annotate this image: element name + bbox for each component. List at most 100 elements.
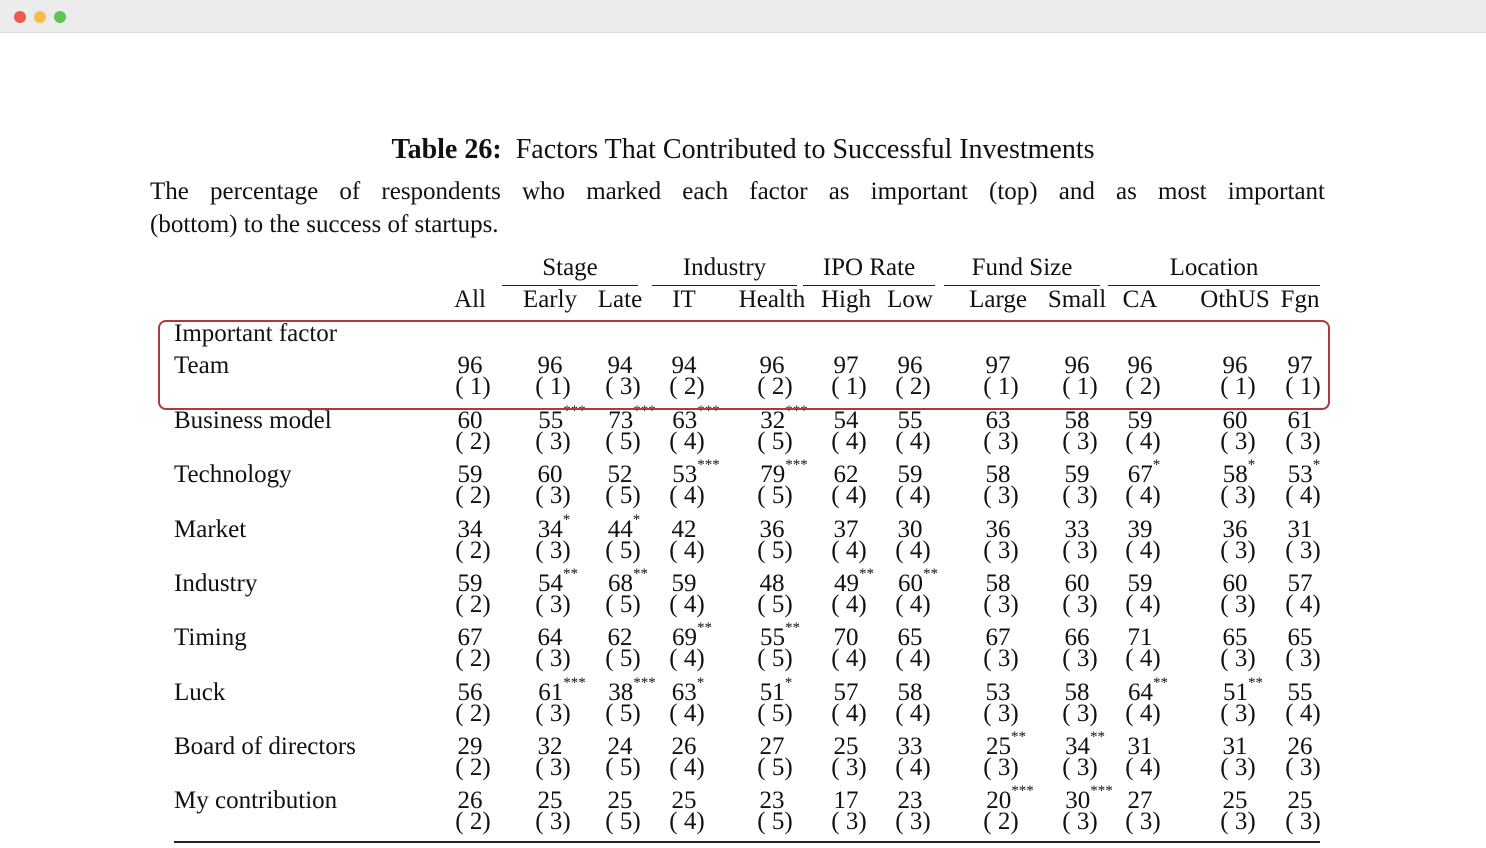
cell-rank: ( 4) [1125,536,1161,564]
cell-rank: ( 3) [535,482,571,510]
cell-rank: ( 4) [1125,753,1161,781]
significance-stars: *** [633,674,656,691]
value-number: 65 [1222,624,1248,652]
cell-value: 34 [430,516,510,544]
value-number: 30 [1065,787,1091,815]
significance-stars: ** [1248,674,1263,691]
cell-rank: ( 2) [455,699,491,727]
value-number: 55 [897,407,923,434]
value-number: 25 [1287,787,1313,815]
value-number: 73 [608,407,634,434]
cell-value: 37 [806,516,886,544]
value-number: 33 [1064,515,1090,543]
cell-rank: ( 1) [1220,373,1256,400]
significance-stars: * [632,511,641,528]
cell-value: 34** [1045,729,1125,761]
value-number: 53 [985,678,1011,706]
column-header: Large [969,286,1027,313]
cell-rank: ( 3) [983,699,1019,727]
cell-value: 65 [1195,624,1275,652]
cell-value: 58* [1199,458,1279,489]
cell-rank: ( 2) [1125,373,1161,400]
cell-rank: ( 4) [669,753,705,781]
cell-rank: ( 3) [1062,645,1098,673]
cell-value: 31 [1100,733,1180,761]
cell-value: 97 [958,352,1038,380]
column-header: Fgn [1280,286,1320,313]
value-number: 67 [985,624,1011,652]
row-label: Technology [174,461,292,489]
value-number: 36 [1222,515,1248,543]
close-window-icon[interactable] [14,11,26,23]
cell-value: 66 [1037,624,1117,652]
cell-rank: ( 3) [535,428,571,455]
cell-rank: ( 3) [1125,808,1161,836]
value-number: 96 [1127,352,1153,379]
significance-stars: ** [859,565,874,582]
cell-value: 25** [966,729,1046,761]
cell-rank: ( 3) [895,808,931,836]
value-number: 37 [833,515,859,543]
value-number: 31 [1222,732,1248,760]
cell-value: 79*** [744,458,824,489]
cell-rank: ( 3) [831,753,867,781]
cell-rank: ( 5) [605,645,641,673]
significance-stars: *** [563,674,586,691]
column-group-header: IPO Rate [822,254,916,281]
cell-value: 71 [1100,624,1180,652]
cell-rank: ( 3) [535,699,571,727]
cell-value: 48 [732,570,812,598]
value-number: 94 [671,352,697,379]
cell-value: 17 [806,787,886,815]
value-number: 27 [759,732,785,760]
significance-stars: * [1247,457,1256,474]
cell-value: 55** [740,621,820,652]
cell-value: 25 [1195,787,1275,815]
table-caption-line-2: (bottom) to the success of startups. [150,211,499,238]
cell-rank: ( 3) [1220,699,1256,727]
column-header: Early [522,286,578,313]
value-number: 57 [833,678,859,706]
value-number: 67 [457,624,483,652]
cell-rank: ( 4) [669,808,705,836]
cell-rank: ( 2) [455,808,491,836]
value-number: 62 [607,624,633,652]
value-number: 24 [607,732,633,760]
value-number: 25 [833,732,859,760]
cell-value: 52 [580,461,660,489]
value-number: 59 [897,461,923,489]
cell-rank: ( 5) [757,590,793,618]
cell-rank: ( 1) [831,373,867,400]
minimize-window-icon[interactable] [34,11,46,23]
cell-value: 31 [1260,516,1340,544]
cell-rank: ( 4) [1125,590,1161,618]
cell-rank: ( 3) [983,645,1019,673]
highlight-box [158,320,1330,410]
cell-rank: ( 3) [983,753,1019,781]
maximize-window-icon[interactable] [54,11,66,23]
value-number: 30 [897,515,923,543]
cell-rank: ( 4) [1125,428,1161,455]
cell-value: 59 [870,461,950,489]
group-rule [1108,285,1320,286]
cell-value: 60 [1037,570,1117,598]
value-number: 32 [760,407,786,434]
cell-rank: ( 3) [983,428,1019,455]
significance-stars: *** [563,403,586,419]
cell-value: 38*** [592,675,672,707]
cell-value: 96 [430,352,510,380]
cell-rank: ( 3) [535,590,571,618]
cell-value: 96 [510,352,590,380]
value-number: 34 [457,515,483,543]
column-header: CA [1122,286,1158,313]
cell-value: 60 [510,461,590,489]
value-number: 97 [985,352,1011,379]
row-label: Market [174,515,247,543]
cell-value: 69** [652,621,732,652]
cell-value: 63 [958,407,1038,435]
significance-stars: ** [563,565,578,582]
cell-value: 59 [430,570,510,598]
table-title-text: Factors That Contributed to Successful I… [515,134,1095,165]
cell-value: 97 [806,352,886,380]
column-header: Late [597,286,643,313]
